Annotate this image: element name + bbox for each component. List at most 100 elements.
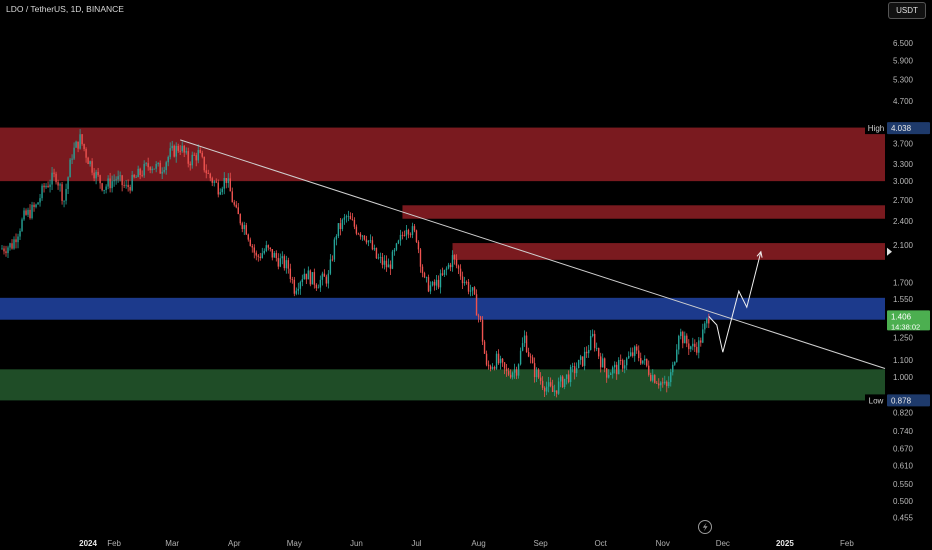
candle <box>105 184 107 194</box>
candle <box>431 280 434 287</box>
candle <box>521 337 524 352</box>
candle <box>237 203 239 215</box>
candle <box>419 248 422 273</box>
time-tick-label: Feb <box>107 539 121 548</box>
candle <box>413 223 416 233</box>
candle <box>345 214 348 223</box>
candle <box>253 244 255 259</box>
candle <box>27 207 29 218</box>
candle <box>45 183 47 189</box>
price-tick-label: 0.500 <box>893 497 914 506</box>
candle <box>33 202 35 212</box>
candle <box>337 223 340 239</box>
drawings-layer <box>180 139 886 369</box>
candle <box>611 365 614 379</box>
resistance-zone <box>402 205 885 219</box>
price-axis[interactable]: 6.500 5.900 5.300 4.700 3.700 3.300 3.000 2.700… <box>893 39 914 523</box>
candle <box>57 179 59 190</box>
candle <box>563 378 566 390</box>
candle <box>503 362 506 375</box>
candle <box>545 381 548 396</box>
time-axis[interactable]: 2024 Feb Mar Apr May Jun Jul Aug Sep Oct Nov Dec 202… <box>79 539 854 548</box>
candle <box>698 337 700 359</box>
candle <box>299 280 302 295</box>
candle <box>547 376 550 393</box>
candle <box>175 142 177 163</box>
candle <box>203 156 205 173</box>
candle <box>599 352 602 373</box>
candle <box>632 347 634 358</box>
time-tick-label: Feb <box>840 539 854 548</box>
candle <box>51 166 53 190</box>
price-tick-label: 0.740 <box>893 427 914 436</box>
candle <box>209 172 211 182</box>
replay-icon[interactable] <box>698 520 712 534</box>
candle <box>537 368 540 379</box>
candle <box>435 274 438 290</box>
candle <box>664 375 666 385</box>
price-tick-label: 2.100 <box>893 241 914 250</box>
candle <box>65 183 67 205</box>
candle <box>61 182 63 205</box>
candle <box>251 244 253 253</box>
candle <box>409 232 412 238</box>
candle <box>407 228 410 239</box>
candle <box>471 287 474 296</box>
candle <box>79 129 81 150</box>
candle <box>483 339 486 354</box>
candle <box>425 276 428 283</box>
candle <box>513 363 516 379</box>
currency-button[interactable]: USDT <box>888 2 926 19</box>
candle <box>155 161 157 173</box>
candle <box>143 160 145 178</box>
price-tick-label: 0.550 <box>893 480 914 489</box>
candle <box>341 218 344 232</box>
candle <box>485 350 488 367</box>
candle <box>636 344 638 354</box>
candle <box>271 249 274 261</box>
candle <box>511 371 514 380</box>
candle <box>243 221 245 236</box>
candle <box>662 377 664 388</box>
candle <box>23 207 25 221</box>
candle <box>565 374 568 385</box>
candle <box>469 284 472 297</box>
candle <box>686 333 688 348</box>
candle <box>117 170 119 183</box>
candle <box>668 376 670 389</box>
candle <box>215 178 217 184</box>
candle <box>379 252 382 264</box>
candle <box>109 172 111 193</box>
candle <box>577 359 580 369</box>
candle <box>371 236 374 251</box>
candle <box>405 224 408 240</box>
candle <box>3 245 5 255</box>
candle <box>579 354 582 365</box>
projection-arrowhead <box>756 250 763 258</box>
candle <box>297 282 300 295</box>
candle <box>620 354 622 365</box>
candle <box>131 170 133 192</box>
candle <box>9 242 11 251</box>
low-tag-label: Low <box>869 396 884 405</box>
candle <box>181 141 183 153</box>
candle <box>417 240 420 254</box>
candle <box>17 233 19 249</box>
projection-path <box>708 251 762 353</box>
candle <box>267 244 270 251</box>
candle <box>613 361 616 374</box>
candle <box>125 180 127 189</box>
candle <box>353 217 356 230</box>
candle <box>133 173 135 179</box>
candle <box>367 240 370 247</box>
candle <box>241 221 243 233</box>
candle <box>95 169 97 185</box>
candle <box>69 157 71 178</box>
candle <box>193 152 195 156</box>
time-tick-label: 2024 <box>79 539 97 548</box>
candle <box>497 349 500 365</box>
candle <box>652 369 654 383</box>
candle <box>139 167 141 180</box>
candle <box>531 354 534 364</box>
